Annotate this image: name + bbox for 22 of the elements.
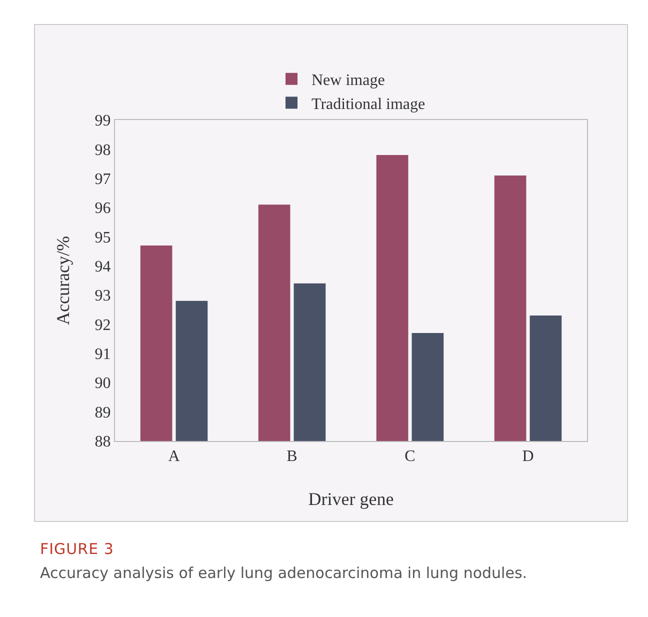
y-tick-label: 88 <box>94 434 111 451</box>
y-tick-label: 94 <box>94 258 111 276</box>
y-tick-label: 95 <box>94 229 111 246</box>
y-tick-label: 93 <box>94 288 111 305</box>
y-tick-label: 92 <box>94 316 111 334</box>
y-tick-label: 99 <box>94 112 111 130</box>
legend-label: Traditional image <box>312 96 426 113</box>
legend-label: New image <box>312 72 385 90</box>
y-tick-label: 96 <box>94 200 111 218</box>
x-tick-label: C <box>404 448 416 466</box>
x-tick-label: D <box>522 448 534 466</box>
caption: FIGURE 3 <box>40 540 115 558</box>
y-tick-label: 98 <box>94 142 111 159</box>
x-tick-label: B <box>286 448 298 466</box>
y-tick-label: 90 <box>94 375 111 392</box>
y-tick-label: 97 <box>94 170 111 188</box>
y-tick-label: 91 <box>94 346 111 364</box>
text: Accuracy analysis of early lung adenocarcinoma in lung nodules. <box>40 564 528 582</box>
y-tick-label: 89 <box>94 404 111 422</box>
x-axis-title: Driver gene <box>308 489 394 509</box>
y-axis-title: Accuracy/% <box>53 236 73 325</box>
x-tick-label: A <box>168 448 180 466</box>
